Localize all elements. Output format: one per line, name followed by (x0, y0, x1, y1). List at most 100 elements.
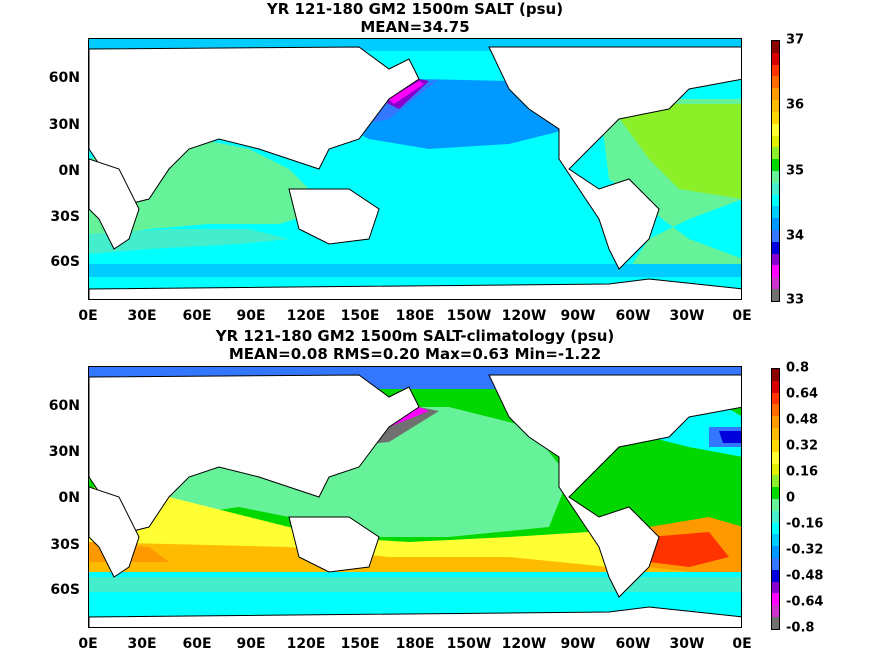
colorbar-segment (772, 558, 779, 570)
map1-colorbar-label: 36 (786, 97, 805, 113)
map2-colorbar-label: -0.16 (786, 516, 824, 532)
map2-xtick: 90W (560, 636, 596, 652)
map2-xtick: 180E (395, 636, 435, 652)
colorbar-segment (772, 392, 779, 405)
map2-ytick-60n: 60N (48, 398, 80, 414)
map2-xtick: 0E (78, 636, 98, 652)
map2-xtick: 150E (340, 636, 380, 652)
map1-xtick: 180E (395, 308, 435, 324)
colorbar-segment (772, 439, 779, 452)
colorbar-segment (772, 170, 779, 183)
map1-title: YR 121-180 GM2 1500m SALT (psu) (266, 0, 564, 18)
map2-colorbar-label: 0.48 (786, 412, 819, 428)
map1-ytick-30n: 30N (48, 117, 80, 133)
colorbar-segment (772, 522, 779, 535)
map1-ytick-0n: 0N (58, 163, 80, 179)
map1-xtick: 150W (446, 308, 492, 324)
map1-xtick: 120W (501, 308, 547, 324)
colorbar-segment (772, 451, 779, 464)
map1-plot-area (88, 38, 742, 300)
map2-field (89, 367, 741, 627)
map1-subtitle: MEAN=34.75 (360, 18, 470, 36)
map2-xtick: 60E (182, 636, 212, 652)
map1-colorbar-label: 37 (786, 32, 805, 48)
colorbar-segment (772, 546, 779, 558)
map1-xtick: 150E (340, 308, 380, 324)
map1-xtick: 30W (669, 308, 705, 324)
map2-colorbar-label: 0.64 (786, 386, 819, 402)
map1-xtick: 0E (78, 308, 98, 324)
map2-colorbar-label: 0 (786, 490, 796, 506)
map2-colorbar (771, 368, 780, 630)
colorbar-segment (772, 428, 779, 440)
colorbar-segment (772, 241, 779, 254)
colorbar-segment (772, 218, 779, 230)
map1-ytick-60s: 60S (50, 254, 80, 270)
colorbar-segment (772, 64, 779, 77)
map2-title: YR 121-180 GM2 1500m SALT-climatology (p… (215, 327, 615, 345)
map1-colorbar-label: 33 (786, 292, 805, 308)
map2-xtick: 150W (446, 636, 492, 652)
map1-ytick-60n: 60N (48, 70, 80, 86)
map2-colorbar-label: 0.16 (786, 464, 819, 480)
colorbar-segment (772, 487, 779, 499)
colorbar-segment (772, 230, 779, 242)
colorbar-segment (772, 534, 779, 547)
map2-subtitle: MEAN=0.08 RMS=0.20 Max=0.63 Min=-1.22 (228, 345, 602, 363)
colorbar-segment (772, 416, 779, 429)
map1-xtick: 90W (560, 308, 596, 324)
colorbar-segment (772, 380, 779, 393)
colorbar-segment (772, 475, 779, 488)
map2-xtick: 60W (615, 636, 651, 652)
colorbar-segment (772, 581, 779, 594)
colorbar-segment (772, 100, 779, 112)
colorbar-segment (772, 265, 779, 278)
colorbar-segment (772, 463, 779, 476)
map1-colorbar-label: 35 (786, 163, 805, 179)
map2-ytick-30n: 30N (48, 444, 80, 460)
map2-colorbar-label: -0.64 (786, 594, 824, 610)
map2-colorbar-label: 0.32 (786, 438, 819, 454)
map2-colorbar-label: 0.8 (786, 360, 810, 376)
map2-xtick: 90E (236, 636, 266, 652)
map2-colorbar-label: -0.8 (786, 620, 815, 636)
map2-colorbar-label: -0.32 (786, 542, 824, 558)
map2-xtick: 120W (501, 636, 547, 652)
map2-ytick-0n: 0N (58, 490, 80, 506)
colorbar-segment (772, 147, 779, 160)
map2-xtick: 120E (286, 636, 326, 652)
colorbar-segment (772, 52, 779, 65)
map1-xtick: 60W (615, 308, 651, 324)
colorbar-segment (772, 159, 779, 171)
colorbar-segment (772, 135, 779, 148)
map2-xtick: 30W (669, 636, 705, 652)
colorbar-segment (772, 569, 779, 582)
map2-xtick: 30E (127, 636, 157, 652)
map1-colorbar-label: 34 (786, 228, 805, 244)
map1-xtick: 30E (127, 308, 157, 324)
colorbar-segment (772, 617, 779, 629)
map1-colorbar (771, 40, 780, 302)
colorbar-segment (772, 182, 779, 195)
map1-ytick-30s: 30S (50, 209, 80, 225)
colorbar-segment (772, 206, 779, 219)
map2-ytick-30s: 30S (50, 537, 80, 553)
colorbar-segment (772, 498, 779, 511)
map1-xtick: 60E (182, 308, 212, 324)
colorbar-segment (772, 111, 779, 124)
map2-xtick: 0E (732, 636, 752, 652)
colorbar-segment (772, 123, 779, 136)
map1-xtick: 90E (236, 308, 266, 324)
colorbar-segment (772, 41, 779, 53)
colorbar-segment (772, 605, 779, 618)
map2-ytick-60s: 60S (50, 582, 80, 598)
map2-plot-area (88, 366, 742, 628)
colorbar-segment (772, 88, 779, 101)
map1-xtick: 0E (732, 308, 752, 324)
colorbar-segment (772, 277, 779, 290)
colorbar-segment (772, 510, 779, 523)
colorbar-segment (772, 593, 779, 606)
colorbar-segment (772, 194, 779, 207)
map2-colorbar-label: -0.48 (786, 568, 824, 584)
map1-field (89, 39, 741, 299)
